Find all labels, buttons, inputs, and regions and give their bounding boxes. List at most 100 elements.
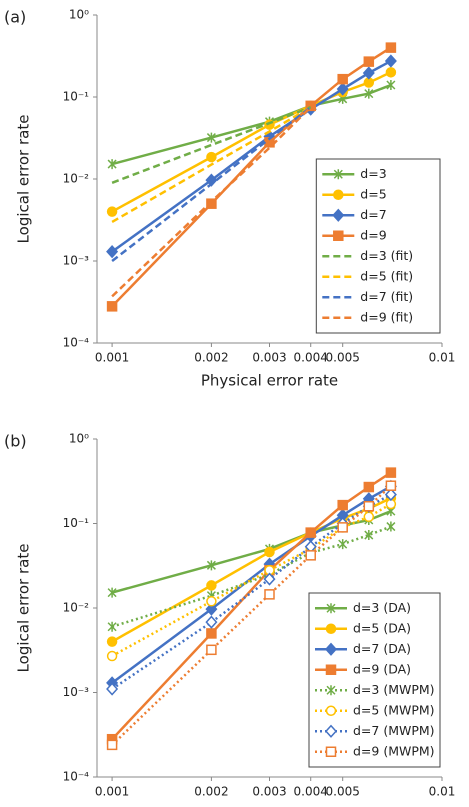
legend-marker	[333, 189, 344, 200]
panel-label: (a)	[4, 8, 26, 27]
legend-marker	[326, 685, 336, 696]
marker	[338, 539, 348, 550]
marker	[206, 644, 217, 656]
marker	[384, 54, 397, 68]
marker	[106, 682, 119, 696]
marker	[107, 621, 117, 632]
marker	[107, 587, 117, 598]
y-tick-label: 10⁻⁴	[63, 336, 90, 350]
marker	[305, 527, 316, 538]
y-tick-label: 10⁻¹	[63, 516, 90, 530]
marker	[263, 572, 276, 586]
x-tick-label: 0.003	[252, 785, 286, 799]
y-axis-title: Logical error rate	[15, 115, 33, 244]
marker	[305, 550, 316, 561]
marker	[206, 132, 216, 143]
marker	[205, 615, 218, 629]
legend-marker	[326, 603, 336, 614]
marker	[206, 151, 217, 163]
legend-marker	[325, 623, 337, 634]
marker	[106, 301, 118, 312]
marker	[206, 580, 217, 591]
x-tick-label: 0.004	[294, 351, 328, 365]
series-line	[111, 106, 312, 223]
x-tick-label: 0.001	[95, 351, 129, 365]
marker	[264, 589, 275, 600]
legend-label: d=3 (fit)	[360, 248, 413, 263]
marker	[385, 480, 397, 491]
legend-label: d=3 (DA)	[353, 600, 411, 615]
marker	[364, 88, 374, 99]
legend-label: d=5 (MWPM)	[353, 702, 435, 717]
legend-label: d=7 (DA)	[353, 641, 411, 656]
legend-label: d=3 (MWPM)	[353, 682, 435, 697]
legend-label: d=9 (MWPM)	[353, 743, 435, 758]
y-tick-label: 10⁻²	[63, 172, 90, 186]
x-tick-label: 0.001	[95, 785, 129, 799]
legend-label: d=5	[360, 186, 386, 201]
marker	[384, 487, 397, 502]
legend-label: d=5 (DA)	[353, 620, 411, 635]
legend-marker	[325, 746, 337, 757]
legend-marker	[324, 724, 338, 738]
marker	[205, 602, 218, 616]
x-axis-title: Physical error rate	[201, 372, 338, 390]
legend-box	[315, 158, 441, 334]
x-tick-label: 0.01	[429, 351, 456, 365]
marker	[107, 159, 117, 170]
marker	[106, 206, 118, 217]
x-tick-label: 0.003	[252, 351, 286, 365]
marker	[337, 522, 348, 533]
legend-marker	[333, 169, 343, 180]
marker	[364, 530, 374, 541]
series-line	[111, 106, 312, 184]
y-tick-label: 10⁻³	[63, 685, 90, 699]
legend-marker	[325, 664, 337, 675]
marker	[363, 56, 375, 67]
marker	[337, 73, 348, 85]
marker	[205, 173, 218, 187]
y-tick-label: 10⁻²	[63, 601, 90, 615]
x-tick-label: 0.004	[294, 785, 328, 799]
x-tick-label: 0.002	[194, 351, 228, 365]
marker	[106, 636, 118, 647]
legend-label: d=7 (MWPM)	[353, 723, 435, 738]
legend-label: d=5 (fit)	[360, 268, 413, 283]
y-tick-label: 10⁻³	[63, 254, 90, 268]
x-axis-title: Physical error rate	[201, 806, 338, 807]
panel-label: (b)	[4, 432, 27, 451]
legend-label: d=9	[360, 227, 386, 242]
legend-marker	[324, 642, 338, 656]
marker	[386, 80, 396, 91]
legend-marker	[332, 208, 345, 222]
series-line	[111, 106, 312, 262]
marker	[106, 650, 118, 662]
legend-label: d=3	[360, 166, 386, 181]
x-tick-label: 0.002	[194, 785, 228, 799]
y-tick-label: 10⁻⁴	[63, 770, 90, 784]
legend-label: d=9 (DA)	[353, 661, 411, 676]
y-tick-label: 10⁰	[69, 432, 89, 446]
marker	[305, 100, 316, 112]
marker	[264, 546, 275, 558]
legend-box	[308, 592, 441, 768]
marker	[363, 481, 375, 493]
x-tick-label: 0.01	[429, 785, 456, 799]
marker	[206, 628, 217, 639]
y-axis-title: Logical error rate	[15, 544, 33, 673]
legend-label: d=9 (fit)	[360, 309, 413, 324]
legend-label: d=7 (fit)	[360, 289, 413, 304]
marker	[385, 67, 397, 78]
x-tick-label: 0.005	[326, 785, 360, 799]
legend-marker	[325, 705, 337, 716]
marker	[106, 739, 118, 751]
marker	[206, 198, 217, 209]
marker	[385, 42, 397, 53]
marker	[337, 499, 348, 511]
y-tick-label: 10⁻¹	[63, 90, 90, 104]
marker	[385, 467, 397, 478]
series-line	[111, 106, 312, 298]
x-tick-label: 0.005	[326, 351, 360, 365]
marker	[106, 245, 119, 259]
